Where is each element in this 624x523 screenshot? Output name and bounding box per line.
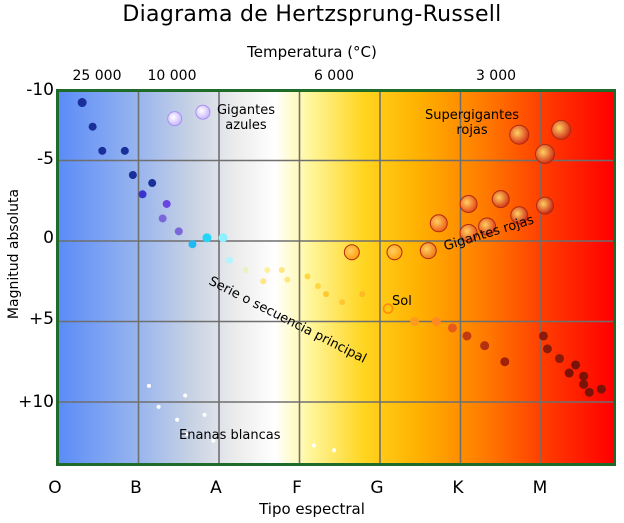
star-sun	[382, 303, 394, 314]
star-main-sequence	[431, 317, 441, 326]
star-main-sequence	[188, 240, 197, 249]
label-supergiants-red-text: Supergigantes rojas	[424, 108, 520, 138]
star-white-dwarfs	[184, 432, 189, 437]
star-red-giants	[478, 217, 497, 236]
star-main-sequence	[339, 299, 346, 306]
star-main-sequence	[98, 146, 107, 155]
star-main-sequence	[480, 341, 490, 351]
star-scatter	[59, 92, 613, 463]
star-points	[77, 98, 606, 453]
star-white-dwarfs	[332, 448, 337, 453]
star-main-sequence	[447, 323, 457, 333]
star-main-sequence	[148, 179, 157, 188]
star-main-sequence	[284, 276, 291, 283]
star-supergiants	[509, 124, 530, 145]
label-sun: Sol	[392, 294, 412, 309]
star-white-dwarfs	[146, 383, 151, 388]
label-supergiants-red: Supergigantes rojas	[422, 108, 522, 138]
star-white-dwarfs	[175, 417, 180, 422]
star-red-giants	[459, 194, 478, 213]
star-supergiants	[535, 144, 556, 165]
hr-diagram-plot: Gigantes azules Supergigantes rojas Giga…	[56, 89, 616, 466]
star-main-sequence	[225, 256, 233, 264]
star-main-sequence	[120, 146, 129, 155]
star-main-sequence	[315, 283, 322, 290]
star-main-sequence	[88, 122, 97, 131]
label-white-dwarfs: Enanas blancas	[179, 428, 281, 443]
star-red-giants	[343, 244, 360, 261]
star-red-giants	[419, 242, 437, 260]
star-main-sequence	[410, 317, 420, 326]
star-blue-giants	[195, 104, 211, 120]
magnitude-axis-label: Magnitud absoluta	[6, 188, 22, 320]
star-main-sequence	[77, 98, 87, 108]
spectral-class-K: K	[452, 478, 464, 498]
star-main-sequence	[242, 266, 249, 273]
star-red-giants	[459, 223, 478, 242]
temperature-tick: 6 000	[313, 68, 355, 84]
star-main-sequence	[202, 233, 212, 243]
star-main-sequence	[579, 371, 589, 381]
magnitude-tick: +10	[18, 392, 54, 412]
temperature-axis-label: Temperatura (°C)	[247, 43, 377, 61]
star-main-sequence	[462, 331, 472, 341]
star-white-dwarfs	[211, 438, 216, 443]
star-main-sequence	[260, 278, 267, 285]
star-main-sequence	[264, 266, 271, 273]
star-main-sequence	[138, 190, 147, 199]
star-red-giants	[429, 214, 448, 233]
star-red-giants	[510, 206, 529, 225]
star-red-giants	[386, 244, 403, 261]
star-main-sequence	[538, 331, 548, 341]
star-main-sequence	[564, 368, 574, 378]
star-main-sequence	[359, 291, 366, 298]
star-main-sequence	[158, 214, 167, 223]
magnitude-tick: -5	[37, 149, 54, 169]
spectral-class-M: M	[532, 478, 548, 498]
star-red-giants	[536, 196, 555, 215]
star-white-dwarfs	[311, 443, 316, 448]
label-giants-blue-text: Gigantes azules	[216, 103, 275, 133]
star-main-sequence	[128, 170, 137, 179]
spectral-class-B: B	[130, 478, 142, 498]
star-main-sequence	[278, 266, 285, 273]
star-supergiants	[551, 119, 572, 140]
label-giants-blue: Gigantes azules	[215, 103, 277, 133]
star-main-sequence	[555, 354, 565, 364]
star-white-dwarfs	[183, 393, 188, 398]
temperature-tick: 3 000	[475, 68, 517, 84]
magnitude-tick: -10	[26, 80, 54, 100]
magnitude-tick: 0	[43, 228, 54, 248]
star-main-sequence	[500, 357, 510, 367]
star-main-sequence	[596, 384, 606, 394]
spectral-class-O: O	[48, 478, 62, 498]
star-main-sequence	[162, 199, 171, 208]
spectral-class-G: G	[370, 478, 384, 498]
star-red-giants	[491, 190, 510, 209]
star-main-sequence	[218, 233, 228, 243]
temperature-tick: 10 000	[147, 68, 197, 84]
star-main-sequence	[174, 227, 183, 236]
star-main-sequence	[584, 387, 594, 397]
star-main-sequence	[323, 291, 330, 298]
spectral-axis-label: Tipo espectral	[259, 500, 365, 518]
grid-lines	[59, 92, 613, 463]
star-main-sequence	[579, 379, 589, 389]
star-main-sequence	[304, 273, 311, 280]
spectral-class-A: A	[210, 478, 222, 498]
star-white-dwarfs	[156, 404, 161, 409]
spectral-class-F: F	[292, 478, 302, 498]
temperature-tick: 25 000	[72, 68, 122, 84]
chart-title: Diagrama de Hertzsprung-Russell	[122, 2, 502, 27]
magnitude-tick: +5	[28, 309, 54, 329]
star-blue-giants	[167, 111, 183, 127]
star-main-sequence	[571, 360, 581, 370]
star-white-dwarfs	[202, 412, 207, 417]
star-main-sequence	[542, 344, 552, 354]
